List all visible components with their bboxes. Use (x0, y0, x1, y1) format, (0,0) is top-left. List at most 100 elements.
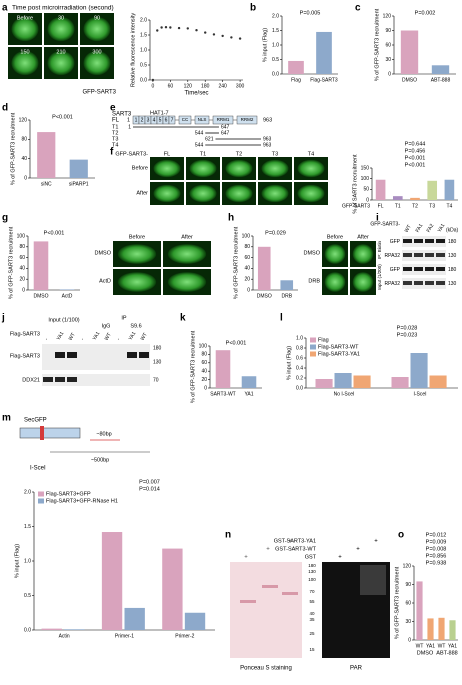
bar (391, 377, 409, 388)
y-tick-label: 0 (366, 197, 369, 203)
label: 4 (153, 117, 156, 123)
blot-band (414, 239, 423, 243)
annotation: P=0.012 (426, 532, 447, 538)
y-tick-label: 20 (244, 277, 250, 283)
cell-nucleus (324, 272, 346, 292)
x-tick-label: T2 (412, 203, 418, 209)
y-tick-label: 80 (21, 137, 27, 143)
y-tick-label: 1.0 (272, 42, 279, 48)
y-tick-label: 80 (201, 352, 207, 358)
annotation: P=0.008 (426, 546, 447, 552)
label: FL (164, 151, 170, 157)
panel-label: b (250, 3, 256, 14)
cell-nucleus (47, 50, 75, 76)
label: 963 (263, 117, 272, 123)
label: Before (132, 165, 148, 171)
y-tick-label: 20 (19, 277, 25, 283)
blot-band (425, 281, 434, 285)
label: + (356, 547, 360, 553)
y-tick-label: 80 (19, 244, 25, 250)
label: Before (327, 234, 343, 240)
label: 300 (92, 49, 101, 55)
label: 180 (153, 345, 162, 351)
y-tick-label: 60 (385, 42, 391, 48)
blot-band (403, 281, 412, 285)
label: 1 (128, 124, 131, 130)
y-tick-label: 0 (204, 385, 207, 391)
point (230, 36, 233, 39)
y-tick-label: 40 (244, 266, 250, 272)
panel-label: l (280, 313, 283, 324)
bar (431, 65, 450, 74)
legend-swatch (310, 344, 316, 350)
bar (410, 197, 420, 200)
cell-nucleus (167, 244, 207, 264)
bar (162, 548, 183, 630)
bar (59, 289, 75, 290)
gene-box (19, 427, 81, 439)
blot-band (414, 253, 423, 257)
y-axis-title: % of GFP-SART3 recruitment (10, 112, 16, 185)
y-tick-label: 0 (24, 175, 27, 181)
panel-label: f (110, 147, 114, 158)
label: SART3 (112, 112, 132, 118)
label: 5 (159, 117, 162, 123)
x-tick-label: 180 (201, 83, 210, 89)
y-tick-label: 60 (19, 255, 25, 261)
label: RPA32 (385, 281, 401, 287)
bar (429, 375, 447, 388)
label: 180 (308, 563, 316, 568)
cell-nucleus (47, 16, 75, 42)
blot-band (55, 377, 65, 382)
blot-strip (402, 236, 446, 247)
label: 544 (195, 130, 204, 136)
bar (353, 375, 371, 388)
label: GFP-SART3- (370, 221, 400, 227)
label: Time post microirradiation (second) (12, 5, 114, 12)
x-axis-title: Time/sec (184, 91, 208, 97)
bar (449, 620, 456, 640)
label: IP: Biotin (377, 241, 382, 260)
label: 40 (309, 611, 315, 616)
label: 621 (205, 136, 214, 142)
label: 130 (308, 569, 316, 574)
label: YA1 (437, 223, 447, 234)
blot-band (282, 592, 298, 595)
y-tick-label: 120 (19, 117, 28, 123)
y-tick-label: 60 (405, 600, 411, 606)
y-tick-label: 1.0 (24, 558, 31, 564)
point (186, 27, 189, 30)
label: DDX21 (22, 377, 40, 383)
y-tick-label: 80 (244, 244, 250, 250)
y-tick-label: 0.0 (24, 627, 31, 633)
point (221, 34, 224, 38)
label: GST-SART3-YA1 (274, 538, 316, 544)
label: 1 (135, 117, 138, 123)
panel-label: n (225, 530, 231, 541)
label: Before (17, 15, 33, 21)
annotation: P=0.007 (139, 479, 160, 485)
x-tick-label: T3 (429, 203, 435, 209)
y-tick-label: 0.0 (272, 71, 279, 77)
annotation: P=0.002 (415, 10, 436, 16)
annotation: P=0.456 (405, 148, 426, 154)
y-tick-label: 100 (242, 233, 251, 239)
cell-nucleus (11, 50, 39, 76)
y-axis-title: % input (Flag) (262, 28, 268, 62)
blot-band (55, 352, 65, 358)
x-tick-label: Flag-SART3 (310, 77, 338, 83)
label: - (116, 337, 122, 342)
y-axis-title: % of GFP-SART3 recruitment (233, 226, 239, 299)
blot-band (436, 239, 445, 243)
y-axis-title: Relative fluorescence intensity (130, 13, 136, 88)
label: HAT1-7 (150, 110, 169, 116)
label: T4 (308, 151, 314, 157)
panel-label: a (2, 3, 8, 14)
label: 150 (20, 49, 29, 55)
x-tick-label: Primer-1 (115, 633, 134, 639)
blot-band (240, 600, 256, 603)
cell-nucleus (352, 272, 374, 292)
label: 30 (58, 15, 64, 21)
label: 1 (127, 117, 130, 123)
